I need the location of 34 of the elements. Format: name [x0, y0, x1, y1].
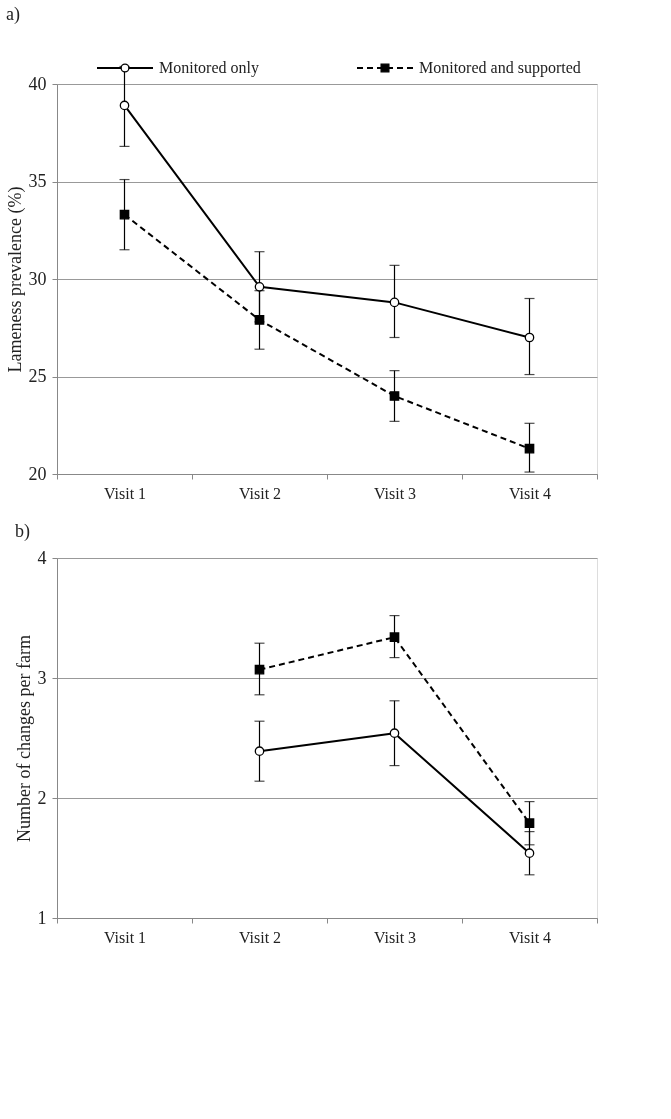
y-axis-title: Number of changes per farm — [13, 635, 34, 842]
x-tick-label: Visit 3 — [373, 928, 417, 946]
point — [254, 315, 265, 325]
y-tick-label: 35 — [28, 171, 47, 191]
y-tick-label: 2 — [37, 787, 47, 808]
point — [254, 281, 265, 292]
x-tick-label: Visit 4 — [508, 484, 552, 502]
x-tick-label: Visit 2 — [238, 484, 282, 502]
point — [524, 848, 535, 859]
chart-title: a) — [6, 4, 20, 25]
legend-label: Monitored and supported — [419, 59, 581, 77]
y-tick-label: 30 — [28, 268, 47, 289]
point — [389, 728, 400, 739]
y-tick-label: 4 — [37, 547, 47, 568]
y-tick-label: 25 — [28, 366, 47, 386]
y-tick-label: 1 — [37, 907, 47, 928]
point — [524, 818, 535, 829]
y-tick-label: 3 — [37, 667, 47, 688]
point — [254, 746, 265, 757]
point — [389, 632, 400, 643]
y-axis-title: Lameness prevalence (%) — [4, 186, 26, 373]
point — [389, 297, 400, 308]
legend-label: Monitored only — [159, 59, 259, 77]
chart-title: b) — [15, 521, 30, 542]
point — [524, 332, 535, 343]
point — [389, 391, 400, 401]
x-tick-label: Visit 2 — [238, 928, 282, 946]
point — [119, 100, 130, 111]
x-tick-label: Visit 1 — [103, 928, 147, 946]
y-tick-label: 20 — [28, 463, 47, 484]
x-tick-label: Visit 4 — [508, 928, 552, 946]
x-tick-label: Visit 3 — [373, 484, 417, 502]
x-tick-label: Visit 1 — [103, 484, 147, 502]
y-tick-label: 40 — [28, 73, 47, 94]
